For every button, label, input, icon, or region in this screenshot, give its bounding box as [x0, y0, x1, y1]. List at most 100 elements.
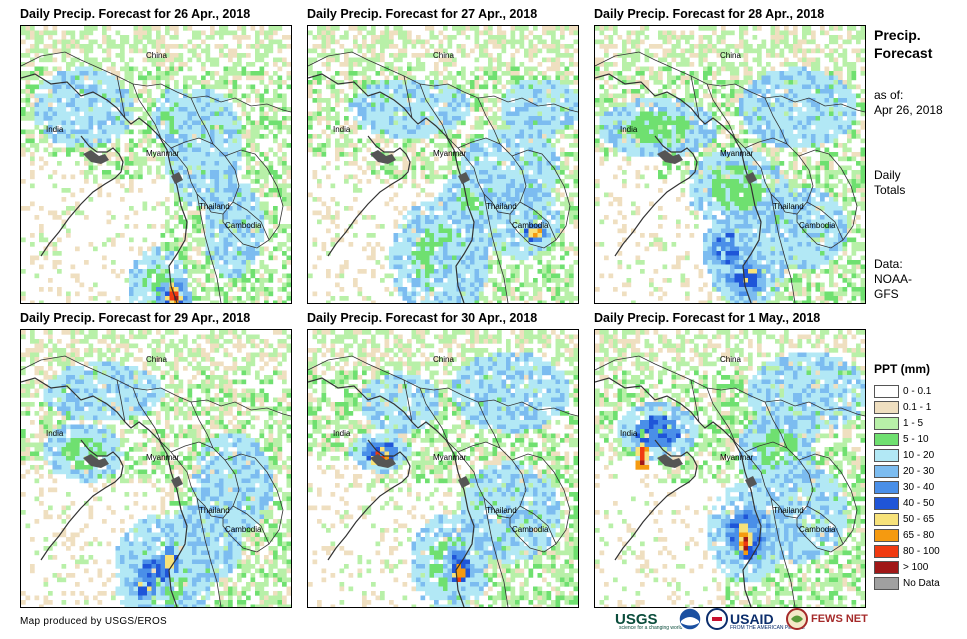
label-myanmar: Myanmar	[433, 453, 467, 462]
label-cambodia: Cambodia	[225, 221, 262, 230]
label-india: India	[620, 429, 638, 438]
label-china: China	[146, 51, 167, 60]
fewsnet-globe-icon	[786, 608, 808, 630]
legend-label: > 100	[903, 561, 929, 573]
label-india: India	[620, 125, 638, 134]
legend-swatch	[874, 448, 899, 462]
legend-item: 30 - 40	[874, 479, 940, 495]
label-thailand: Thailand	[199, 506, 230, 515]
legend-label: 5 - 10	[903, 433, 929, 445]
map-canvas: China India Myanmar Thailand Cambodia	[21, 26, 291, 303]
label-china: China	[720, 355, 741, 364]
legend-item: 0 - 0.1	[874, 383, 940, 399]
legend: 0 - 0.1 0.1 - 1 1 - 5 5 - 10 10 - 20 20 - 30 3…	[874, 383, 940, 591]
legend-label: 80 - 100	[903, 545, 940, 557]
as-of-label: as of:	[874, 88, 904, 102]
legend-swatch	[874, 416, 899, 430]
noaa-logo-icon	[678, 606, 702, 632]
legend-swatch	[874, 464, 899, 478]
legend-label: 50 - 65	[903, 513, 935, 525]
period-line2: Totals	[874, 183, 906, 197]
sidebar-title: Precip. Forecast	[874, 26, 932, 62]
boundaries	[21, 51, 291, 303]
as-of-date: as of: Apr 26, 2018	[874, 88, 943, 118]
data-source-line3: GFS	[874, 287, 899, 301]
panel-title: Daily Precip. Forecast for 26 Apr., 2018	[20, 7, 251, 21]
legend-swatch	[874, 384, 899, 398]
usgs-logo-text: USGS	[615, 610, 658, 628]
data-source-line2: NOAA-	[874, 272, 913, 286]
precip-cells	[595, 330, 865, 607]
legend-item: 65 - 80	[874, 527, 940, 543]
label-thailand: Thailand	[773, 506, 804, 515]
legend-label: 20 - 30	[903, 465, 935, 477]
panel-title: Daily Precip. Forecast for 30 Apr., 2018	[307, 311, 538, 325]
precip-cells	[595, 26, 865, 303]
label-cambodia: Cambodia	[512, 221, 549, 230]
label-china: China	[433, 51, 454, 60]
label-thailand: Thailand	[486, 202, 517, 211]
map-canvas: China India Myanmar Thailand Cambodia	[308, 330, 578, 607]
legend-item: > 100	[874, 559, 940, 575]
usaid-tagline: FROM THE AMERICAN PEOPLE	[730, 625, 805, 631]
label-china: China	[146, 355, 167, 364]
label-china: China	[720, 51, 741, 60]
fewsnet-logo-text: FEWS NET	[811, 613, 868, 625]
label-myanmar: Myanmar	[146, 149, 180, 158]
label-cambodia: Cambodia	[799, 221, 836, 230]
label-india: India	[333, 125, 351, 134]
boundaries	[308, 355, 578, 607]
legend-item: 80 - 100	[874, 543, 940, 559]
legend-label: 30 - 40	[903, 481, 935, 493]
sidebar-title-line2: Forecast	[874, 45, 933, 61]
panel-title: Daily Precip. Forecast for 29 Apr., 2018	[20, 311, 251, 325]
label-china: China	[433, 355, 454, 364]
legend-item: 50 - 65	[874, 511, 940, 527]
label-myanmar: Myanmar	[146, 453, 180, 462]
label-india: India	[46, 125, 64, 134]
boundaries	[595, 355, 865, 607]
map-credit: Map produced by USGS/EROS	[20, 616, 168, 627]
label-cambodia: Cambodia	[512, 525, 549, 534]
sidebar-title-line1: Precip.	[874, 27, 921, 43]
legend-item: 5 - 10	[874, 431, 940, 447]
label-myanmar: Myanmar	[720, 453, 754, 462]
usaid-logo-text: USAID	[730, 611, 774, 627]
panel-title: Daily Precip. Forecast for 28 Apr., 2018	[594, 7, 825, 21]
legend-label: 10 - 20	[903, 449, 935, 461]
legend-label: 40 - 50	[903, 497, 935, 509]
legend-label: 0 - 0.1	[903, 385, 932, 397]
precip-map: China India Myanmar Thailand Cambodia	[307, 25, 579, 304]
boundaries	[308, 51, 578, 303]
precip-map: China India Myanmar Thailand Cambodia	[20, 25, 292, 304]
map-canvas: China India Myanmar Thailand Cambodia	[595, 330, 865, 607]
data-source-line1: Data:	[874, 257, 903, 271]
usaid-seal-icon	[706, 606, 728, 632]
label-thailand: Thailand	[486, 506, 517, 515]
label-myanmar: Myanmar	[720, 149, 754, 158]
precip-cells	[21, 330, 291, 607]
legend-item: 20 - 30	[874, 463, 940, 479]
legend-swatch	[874, 544, 899, 558]
precip-map: China India Myanmar Thailand Cambodia	[307, 329, 579, 608]
legend-item: 0.1 - 1	[874, 399, 940, 415]
legend-swatch	[874, 560, 899, 574]
legend-swatch	[874, 576, 899, 590]
precip-cells	[308, 26, 578, 303]
legend-item: No Data	[874, 575, 940, 591]
data-source: Data: NOAA- GFS	[874, 257, 912, 302]
boundaries	[21, 355, 291, 607]
label-thailand: Thailand	[773, 202, 804, 211]
label-cambodia: Cambodia	[799, 525, 836, 534]
label-myanmar: Myanmar	[433, 149, 467, 158]
precip-map: China India Myanmar Thailand Cambodia	[594, 25, 866, 304]
panel-title: Daily Precip. Forecast for 1 May., 2018	[594, 311, 821, 325]
map-canvas: China India Myanmar Thailand Cambodia	[21, 330, 291, 607]
usaid-logo: USAID FROM THE AMERICAN PEOPLE	[730, 606, 805, 632]
label-india: India	[333, 429, 351, 438]
legend-item: 10 - 20	[874, 447, 940, 463]
map-canvas: China India Myanmar Thailand Cambodia	[595, 26, 865, 303]
map-canvas: China India Myanmar Thailand Cambodia	[308, 26, 578, 303]
label-cambodia: Cambodia	[225, 525, 262, 534]
legend-swatch	[874, 400, 899, 414]
